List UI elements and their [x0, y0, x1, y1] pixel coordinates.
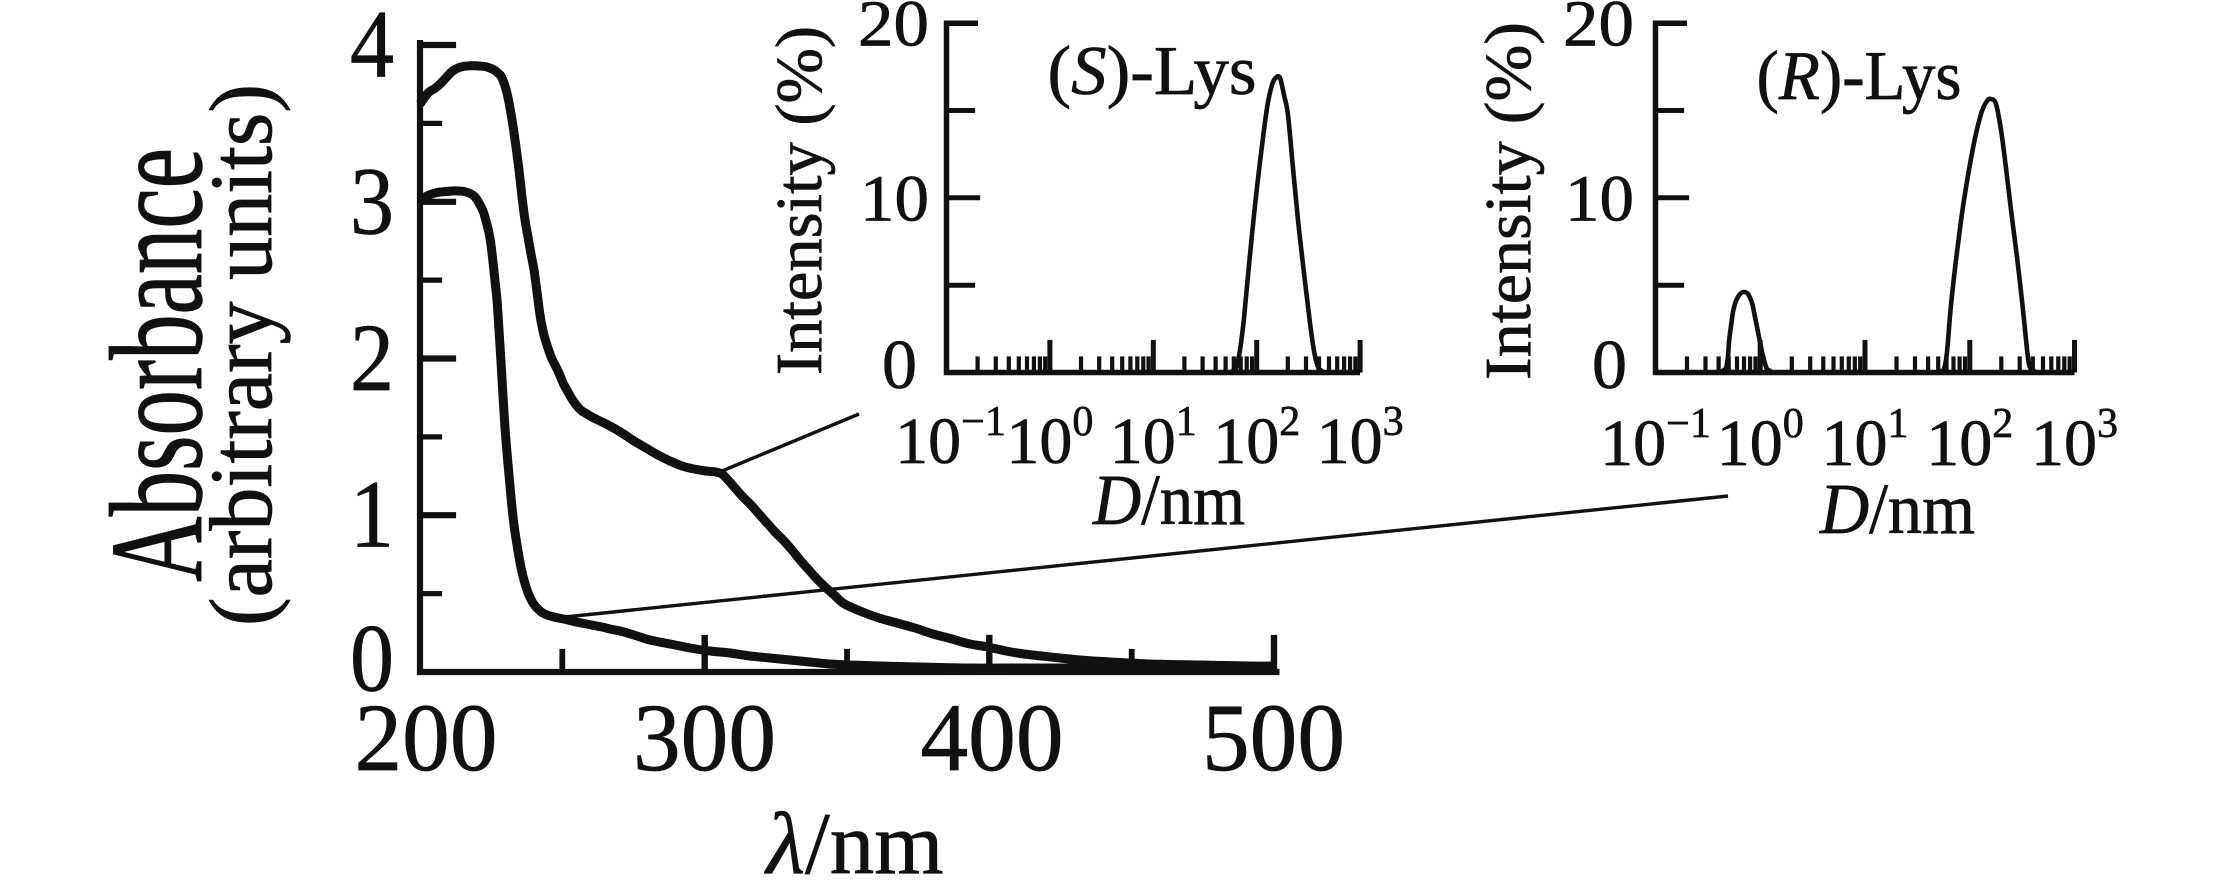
svg-text:3: 3	[350, 147, 394, 254]
svg-text:200: 200	[355, 684, 498, 791]
svg-text:D/nm: D/nm	[1092, 460, 1245, 540]
svg-text:300: 300	[633, 684, 776, 791]
svg-text:D/nm: D/nm	[1819, 469, 1975, 549]
svg-text:λ/nm: λ/nm	[763, 796, 943, 886]
svg-text:(R)-Lys: (R)-Lys	[1757, 38, 1962, 115]
svg-text:103: 103	[2031, 401, 2118, 480]
svg-text:0: 0	[882, 327, 917, 404]
svg-text:Intensity (%): Intensity (%)	[1472, 22, 1545, 380]
svg-text:(S)-Lys: (S)-Lys	[1048, 33, 1257, 110]
svg-text:0: 0	[350, 605, 394, 712]
svg-text:0: 0	[1592, 327, 1627, 404]
svg-text:101: 101	[1110, 399, 1197, 478]
svg-text:Absorbance: Absorbance	[84, 148, 231, 582]
svg-text:2: 2	[350, 304, 394, 411]
svg-text:Intensity (%): Intensity (%)	[763, 26, 836, 375]
svg-text:10: 10	[860, 162, 929, 235]
svg-text:103: 103	[1317, 399, 1404, 478]
svg-text:102: 102	[1926, 401, 2013, 480]
svg-text:20: 20	[1563, 0, 1634, 61]
svg-text:20: 20	[858, 0, 929, 61]
svg-text:4: 4	[350, 0, 394, 98]
svg-text:500: 500	[1202, 684, 1345, 791]
svg-text:1: 1	[350, 461, 394, 568]
svg-text:10: 10	[1565, 162, 1634, 235]
svg-text:400: 400	[921, 684, 1064, 791]
svg-text:(arbitrary units): (arbitrary units)	[192, 84, 291, 626]
svg-text:10−1: 10−1	[1600, 401, 1711, 480]
